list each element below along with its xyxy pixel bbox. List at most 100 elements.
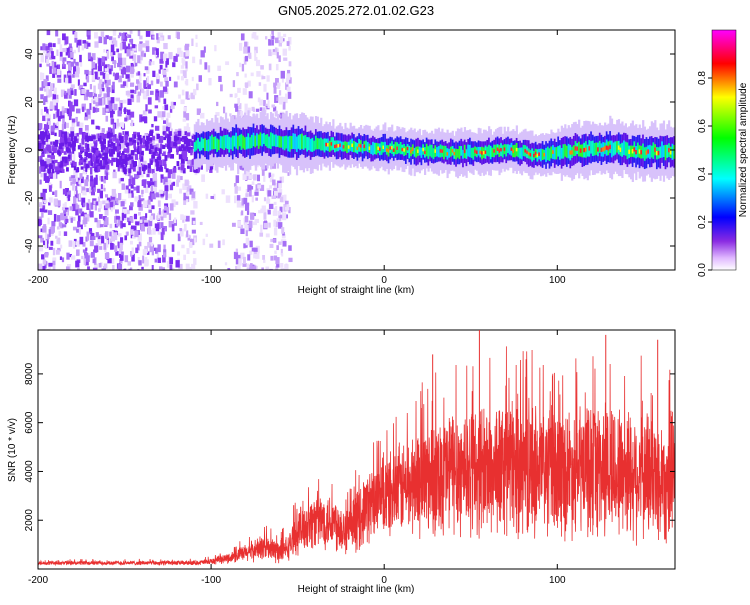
spectrogram-noise-cell	[257, 184, 262, 189]
spectrogram-noise-cell	[52, 266, 56, 270]
spectrogram-noise-cell	[105, 115, 109, 122]
spectrogram-noise-cell	[76, 132, 79, 137]
spectrogram-noise-cell	[85, 236, 88, 242]
spectrogram-noise-cell	[127, 98, 132, 105]
spectrogram-signal-core	[275, 134, 278, 147]
spectrogram-noise-cell	[94, 96, 99, 103]
spectrogram-noise-cell	[166, 112, 171, 118]
spectrogram-noise-cell	[158, 96, 161, 103]
spectrogram-noise-cell	[199, 112, 205, 119]
spectrogram-noise-cell	[159, 81, 163, 87]
spectrogram-noise-cell	[173, 135, 178, 142]
spectrogram-signal-core	[494, 144, 498, 156]
spectrogram-noise-cell	[73, 166, 77, 171]
spectrogram-noise-cell	[174, 217, 177, 224]
spectrogram-noise-cell	[245, 230, 248, 237]
spectrogram-noise-cell	[131, 95, 135, 103]
spectrogram-noise-cell	[71, 203, 76, 212]
spectrogram-noise-cell	[209, 167, 213, 173]
spectrogram-noise-cell	[102, 140, 106, 145]
spectrogram-noise-cell	[125, 164, 128, 168]
spectrogram-signal-core	[553, 147, 557, 160]
spectrogram-noise-cell	[117, 233, 122, 237]
spectrogram-noise-cell	[139, 154, 142, 160]
spectrogram-noise-cell	[52, 258, 56, 266]
spectrogram-noise-cell	[276, 218, 279, 223]
spectrogram-noise-cell	[167, 151, 171, 157]
spectrogram-noise-cell	[120, 201, 125, 207]
spectrogram-noise-cell	[185, 113, 190, 121]
spectrogram-signal-core	[458, 145, 461, 160]
spectrogram-noise-cell	[145, 30, 151, 37]
spectrogram-signal-peak	[588, 146, 591, 151]
spectrogram-noise-cell	[122, 122, 125, 129]
spectrogram-noise-cell	[57, 150, 60, 155]
spectrogram-noise-cell	[56, 239, 61, 245]
spectrogram-noise-cell	[69, 206, 73, 211]
spectrogram-noise-cell	[273, 269, 277, 270]
spectrogram-noise-cell	[71, 118, 76, 123]
spectrogram-noise-cell	[73, 133, 78, 137]
spectrogram-noise-cell	[72, 161, 77, 167]
spectrogram-signal-peak	[533, 153, 536, 158]
spectrogram-noise-cell	[47, 52, 51, 58]
spectrogram-noise-cell	[258, 210, 262, 214]
spectrogram-noise-cell	[161, 222, 164, 229]
spectrogram-noise-cell	[95, 102, 99, 107]
spectrogram-noise-cell	[39, 245, 44, 252]
spectrogram-noise-cell	[154, 137, 160, 142]
spectrogram-signal-peak	[638, 149, 641, 154]
spectrogram-signal-core	[399, 141, 402, 155]
spectrogram-signal-peak	[379, 147, 382, 152]
spectrogram-noise-cell	[74, 89, 77, 96]
spectrogram-noise-cell	[140, 116, 145, 122]
spectrogram-noise-cell	[69, 143, 74, 148]
spectrogram-noise-cell	[251, 195, 254, 203]
spectrogram-noise-cell	[90, 233, 95, 237]
spectrogram-noise-cell	[237, 87, 241, 93]
spectrogram-noise-cell	[44, 88, 47, 92]
spectrogram-noise-cell	[240, 228, 245, 235]
spectrogram-noise-cell	[103, 93, 107, 98]
spectrogram-noise-cell	[129, 82, 135, 87]
spectrogram-noise-cell	[273, 182, 278, 189]
spectrogram-signal-peak	[536, 153, 539, 158]
spectrogram-noise-cell	[185, 263, 190, 270]
spectrogram-noise-cell	[54, 190, 58, 197]
spectrogram-noise-cell	[56, 121, 59, 127]
spectrogram-noise-cell	[273, 255, 278, 261]
spectrogram-noise-cell	[66, 167, 69, 172]
colorbar-tick-label: 0.0	[697, 263, 708, 277]
spectrogram-signal-core	[456, 149, 460, 158]
spectrogram-noise-cell	[81, 106, 85, 112]
spectrogram-signal-core	[507, 144, 510, 153]
spectrogram-noise-cell	[182, 183, 187, 191]
spectrogram-noise-cell	[274, 250, 277, 254]
spectrogram-noise-cell	[182, 137, 185, 143]
spectrogram-noise-cell	[208, 164, 213, 170]
colorbar-tick-label: 0.4	[697, 167, 708, 181]
spectrogram-noise-cell	[101, 56, 105, 63]
spectrogram-signal-core	[212, 136, 216, 150]
spectrogram-noise-cell	[281, 212, 287, 221]
spectrogram-signal-core	[205, 139, 209, 152]
spectrogram-noise-cell	[275, 265, 279, 270]
spectrogram-signal-core	[564, 144, 567, 157]
spectrogram-noise-cell	[113, 60, 116, 68]
spectrogram-noise-cell	[44, 118, 49, 122]
spectrogram-noise-cell	[150, 30, 154, 36]
spectrogram-noise-cell	[185, 43, 190, 47]
spectrogram-noise-cell	[38, 218, 41, 227]
spectrogram-noise-cell	[192, 220, 196, 225]
spectrogram-noise-cell	[140, 150, 144, 156]
spectrogram-noise-cell	[255, 197, 258, 201]
spectrogram-noise-cell	[281, 253, 284, 257]
spectrogram-signal-core	[328, 140, 332, 153]
spectrogram-signal-peak	[512, 149, 515, 153]
spectrogram-signal-core	[455, 148, 458, 160]
spectrogram-noise-cell	[66, 252, 70, 260]
spectrogram-noise-cell	[282, 241, 287, 247]
spectrogram-noise-cell	[130, 150, 135, 156]
spectrogram-noise-cell	[182, 168, 186, 174]
spectrogram-noise-cell	[112, 72, 116, 77]
